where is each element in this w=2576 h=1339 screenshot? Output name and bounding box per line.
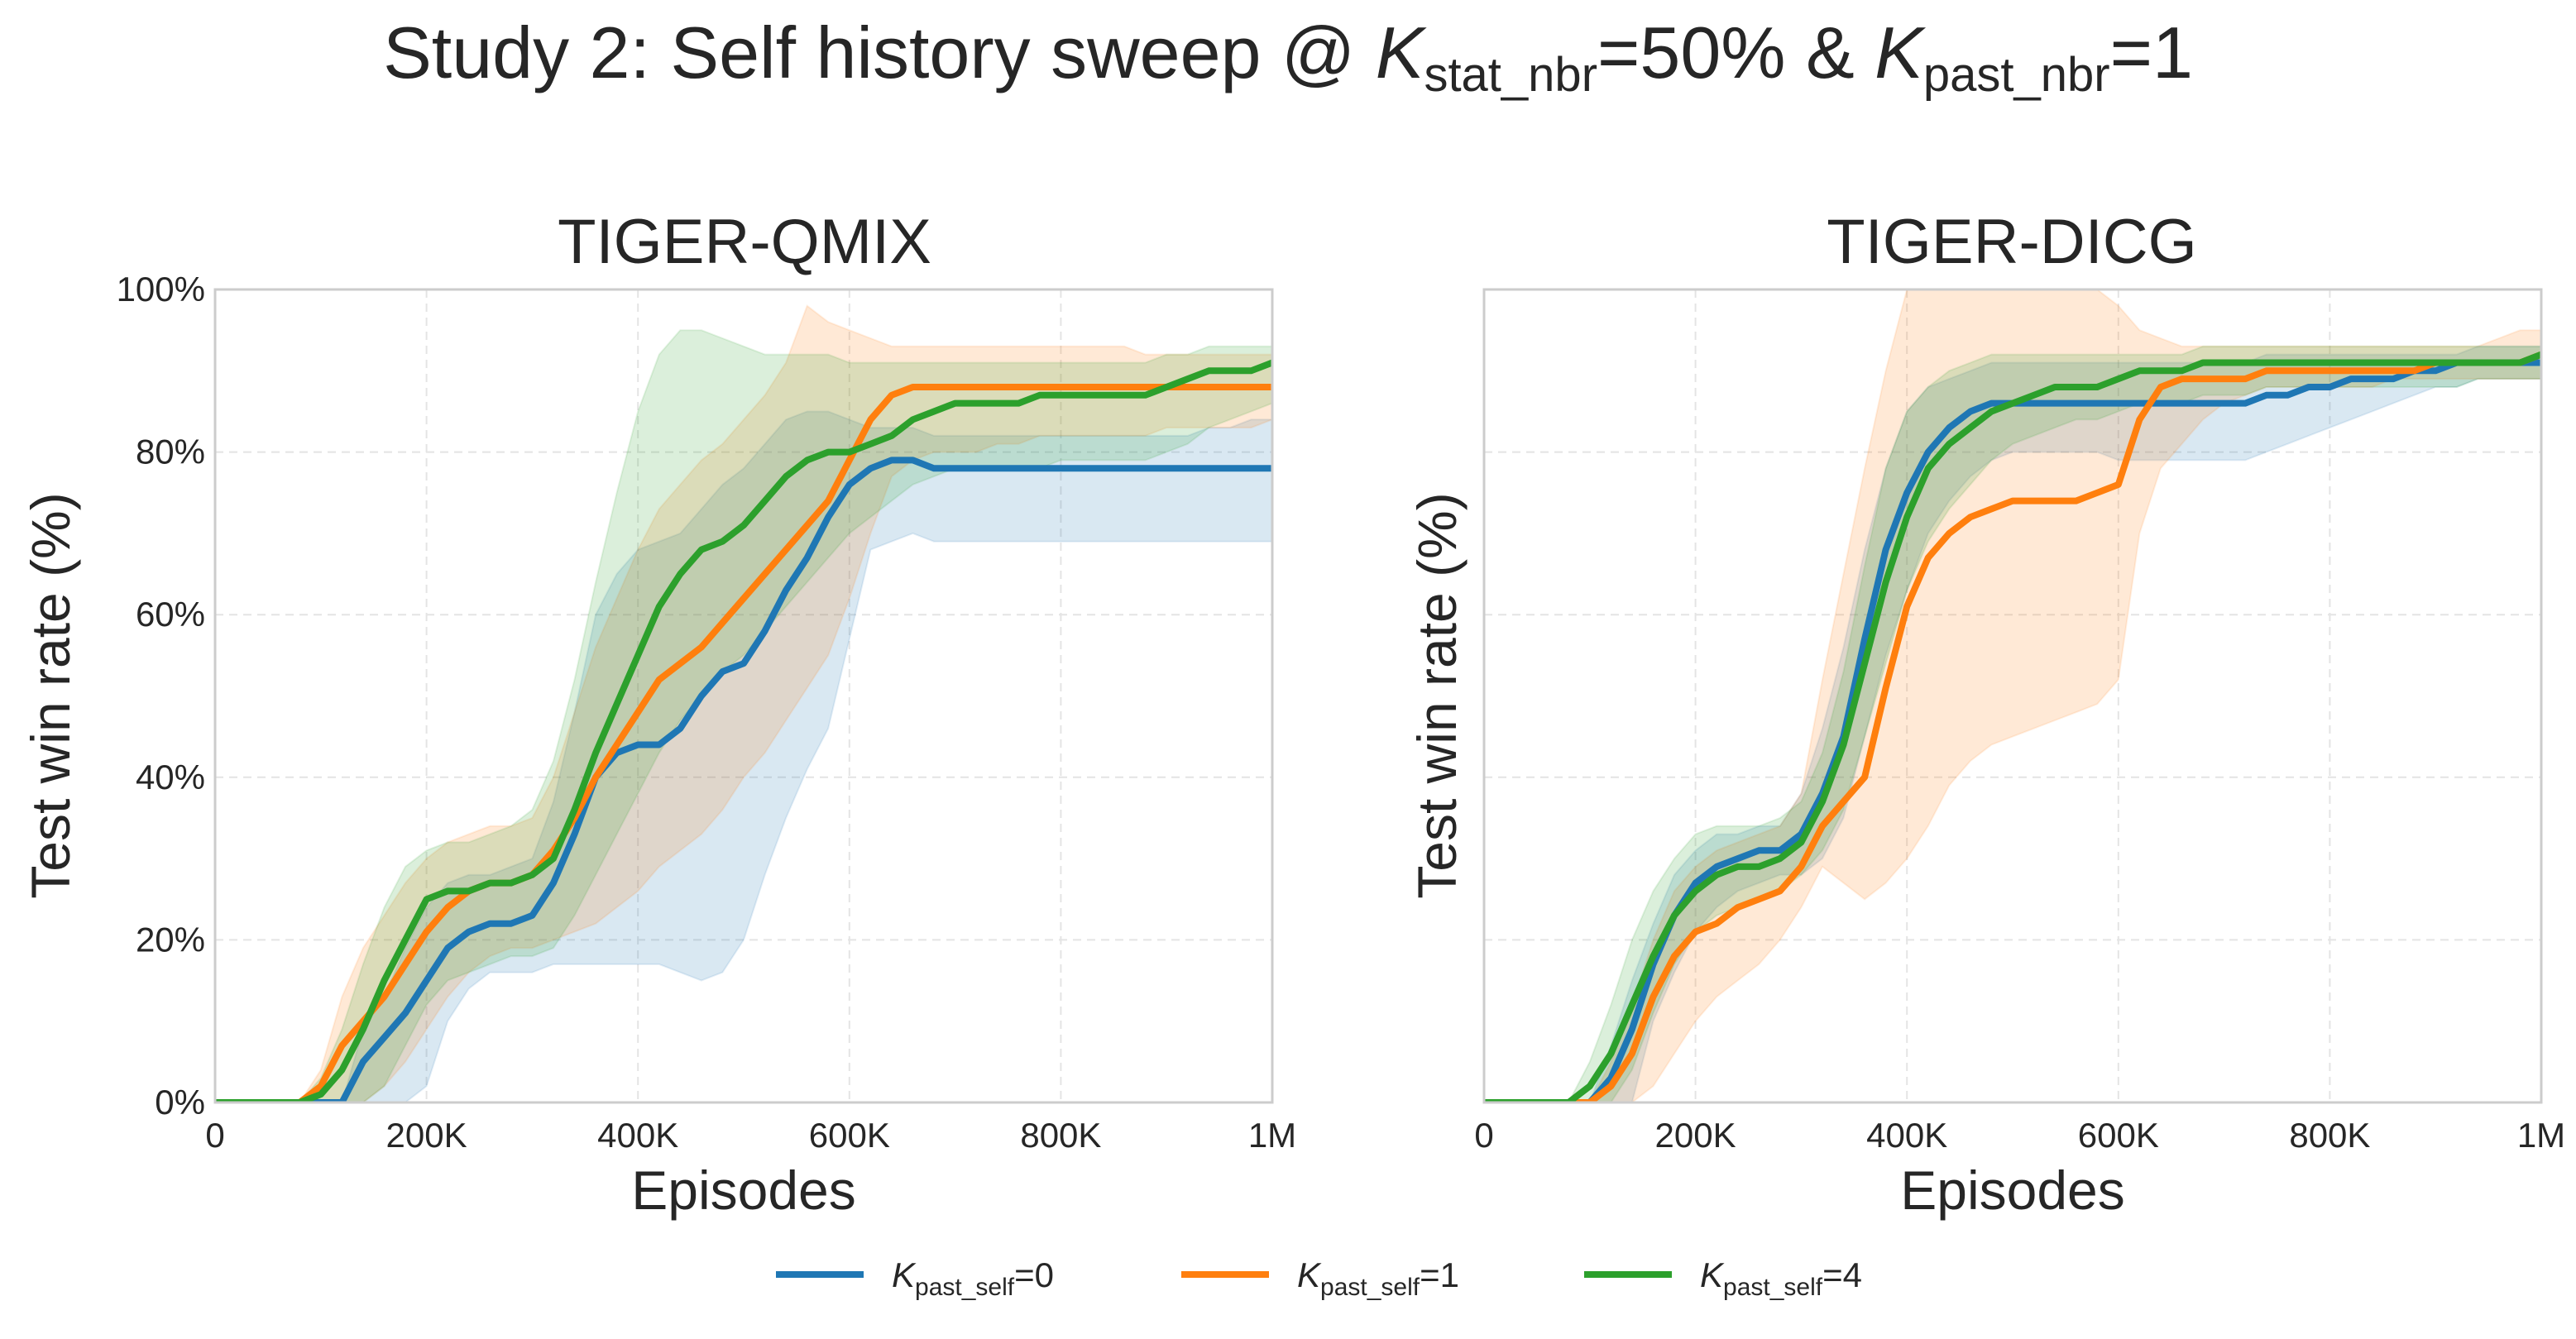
y-tick-label: 60% [136,595,205,634]
x-tick-label: 400K [597,1116,678,1155]
y-tick-label: 20% [136,920,205,959]
legend: Kpast_self=0 Kpast_self=1 Kpast_self=4 [776,1255,1862,1301]
x-tick-label: 400K [1866,1116,1947,1155]
suptitle-mid: =50% & [1597,12,1875,93]
y-axis-label: Test win rate (%) [20,492,81,898]
suptitle-k-symbol: K [1875,12,1926,93]
y-axis-label: Test win rate (%) [1406,492,1468,898]
suptitle-k-symbol: K [1376,12,1427,93]
legend-item: Kpast_self=0 [776,1255,1054,1301]
suptitle-k1-subscript: stat_nbr [1424,48,1597,102]
confidence-bands [1484,289,2541,1102]
x-tick-label: 1M [1248,1116,1296,1155]
x-tick-labels: 0 200K 400K 600K 800K 1M [205,1116,1296,1155]
y-tick-label: 100% [117,270,205,308]
y-tick-label: 40% [136,758,205,796]
figure-suptitle: Study 2: Self history sweep @ Kstat_nbr=… [383,12,2193,102]
x-tick-label: 200K [1655,1116,1736,1155]
suptitle-prefix: Study 2: Self history sweep @ [383,12,1376,93]
x-tick-label: 200K [386,1116,467,1155]
panel-title: TIGER-DICG [1827,207,2197,277]
series-line-k-past-self-0 [215,457,1272,1102]
panel-tiger-qmix: TIGER-QMIX 0 200K 400K 600K 800K 1M 0% 20% 40% 6… [20,207,1296,1221]
y-tick-labels: 0% 20% 40% 60% 80% 100% [117,270,205,1121]
series-line-k-past-self-4 [1484,351,2541,1102]
series-lines [215,359,1272,1102]
confidence-band-k-past-self-0 [1484,345,2541,1102]
legend-label: Kpast_self=0 [892,1255,1054,1301]
x-axis-label: Episodes [631,1160,856,1221]
axes-frame [213,288,1274,1104]
legend-item: Kpast_self=1 [1181,1255,1459,1301]
series-line-k-past-self-4 [215,359,1272,1102]
legend-item: Kpast_self=4 [1584,1255,1862,1301]
x-tick-label: 0 [205,1116,224,1155]
series-line-k-past-self-0 [1484,359,2541,1102]
x-tick-label: 1M [2517,1116,2565,1155]
panel-tiger-dicg: TIGER-DICG 0 200K 400K 600K 800K 1M Episodes … [1406,207,2565,1221]
series-lines [1484,351,2541,1102]
suptitle-k2-subscript: past_nbr [1923,48,2110,102]
confidence-bands [215,304,1272,1102]
confidence-band-k-past-self-1 [1484,289,2541,1102]
legend-label: Kpast_self=1 [1297,1255,1459,1301]
confidence-band-k-past-self-4 [215,329,1272,1102]
confidence-band-k-past-self-4 [1484,345,2541,1102]
x-axis-label: Episodes [1900,1160,2125,1221]
x-tick-label: 800K [1020,1116,1101,1155]
confidence-band-k-past-self-1 [215,304,1272,1102]
series-line-k-past-self-1 [1484,351,2541,1102]
y-tick-label: 0% [155,1083,205,1121]
x-tick-label: 0 [1474,1116,1493,1155]
legend-label: Kpast_self=4 [1700,1255,1862,1301]
x-tick-label: 600K [809,1116,890,1155]
axes-frame [1482,288,2543,1104]
x-tick-label: 600K [2078,1116,2159,1155]
x-tick-label: 800K [2289,1116,2370,1155]
series-line-k-past-self-1 [215,384,1272,1102]
y-tick-label: 80% [136,433,205,471]
panel-title: TIGER-QMIX [558,207,931,277]
x-tick-labels: 0 200K 400K 600K 800K 1M [1474,1116,2565,1155]
suptitle-suffix: =1 [2110,12,2193,93]
